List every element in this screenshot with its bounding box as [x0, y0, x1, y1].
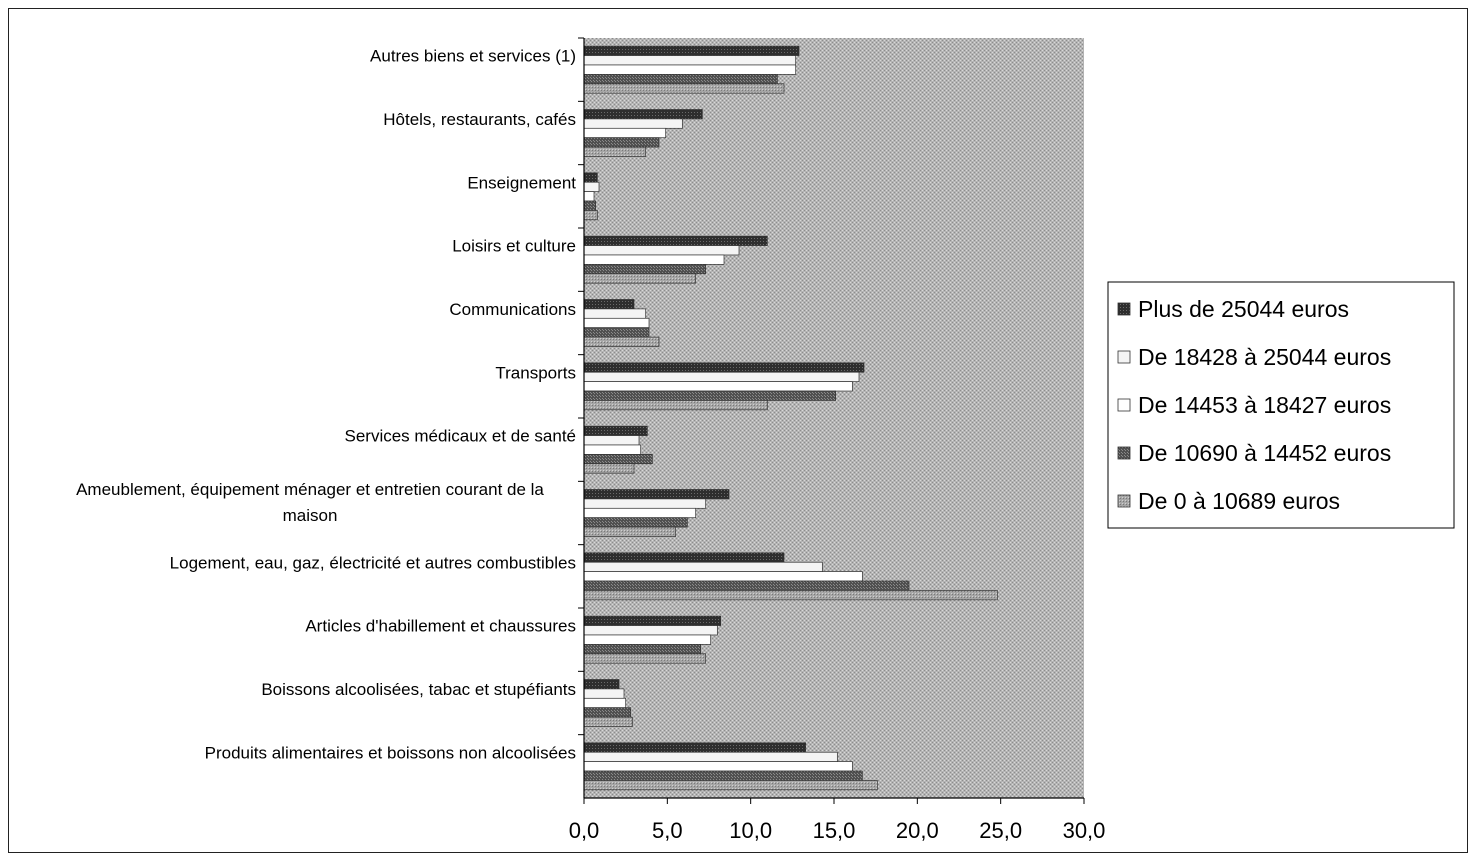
bar-de-0-a-10689-euros-enseignement	[583, 210, 598, 221]
category-label-ameublement-equipement-menager: Ameublement, équipement ménager et entre…	[76, 480, 544, 525]
x-tick-label: 20,0	[896, 818, 939, 843]
bar-de-18428-a-25044-euros-logement-eau-gaz-electri	[583, 561, 823, 572]
bar-plus-de-25044-euros-autres-biens-et-services	[583, 45, 800, 56]
category-label-articles-d-habillement-et-chau: Articles d'habillement et chaussures	[305, 617, 576, 636]
bar-plus-de-25044-euros-communications	[583, 299, 635, 310]
bar-de-0-a-10689-euros-hotels-restaurants-cafes	[583, 146, 647, 157]
category-label-enseignement: Enseignement	[467, 173, 576, 192]
legend-label-de-10690-a-14452-euros: De 10690 à 14452 euros	[1138, 440, 1391, 466]
x-tick-label: 0,0	[569, 818, 600, 843]
legend-label-de-0-a-10689-euros: De 0 à 10689 euros	[1138, 488, 1340, 514]
legend-swatch-plus-de-25044-euros	[1117, 302, 1131, 316]
bar-de-0-a-10689-euros-autres-biens-et-services	[583, 83, 785, 94]
bar-de-0-a-10689-euros-boissons-alcoolisees-tab	[583, 716, 633, 727]
bar-de-14453-a-18427-euros-autres-biens-et-services	[583, 64, 797, 75]
bar-de-10690-a-14452-euros-hotels-restaurants-cafes	[583, 137, 660, 148]
category-label-services-medicaux-et-de-sante: Services médicaux et de santé	[344, 427, 576, 446]
bar-de-0-a-10689-euros-transports	[583, 400, 768, 411]
legend-swatch-de-10690-a-14452-euros	[1117, 446, 1131, 460]
bar-de-10690-a-14452-euros-logement-eau-gaz-electri	[583, 580, 910, 591]
legend-swatch-de-0-a-10689-euros	[1117, 494, 1131, 508]
x-tick-label: 5,0	[652, 818, 683, 843]
bar-plus-de-25044-euros-services-medicaux-et-de-	[583, 425, 648, 436]
bar-de-10690-a-14452-euros-boissons-alcoolisees-tab	[583, 707, 632, 718]
bar-de-18428-a-25044-euros-autres-biens-et-services	[583, 55, 797, 66]
bar-de-18428-a-25044-euros-boissons-alcoolisees-tab	[583, 688, 625, 699]
bars-layer	[583, 45, 998, 791]
bar-plus-de-25044-euros-enseignement	[583, 172, 598, 183]
bar-de-18428-a-25044-euros-enseignement	[583, 181, 600, 192]
category-label-communications: Communications	[449, 300, 576, 319]
bar-de-18428-a-25044-euros-articles-d-habillement-e	[583, 625, 718, 636]
bar-plus-de-25044-euros-articles-d-habillement-e	[583, 615, 722, 626]
x-tick-label: 30,0	[1063, 818, 1106, 843]
category-label-autres-biens-et-services-1: Autres biens et services (1)	[370, 47, 576, 66]
category-label-loisirs-et-culture: Loisirs et culture	[452, 237, 576, 256]
legend: Plus de 25044 euros De 18428 à 25044 euro…	[1107, 281, 1455, 529]
category-label-logement-eau-gaz-electricite-e: Logement, eau, gaz, électricité et autre…	[170, 553, 576, 572]
bar-de-14453-a-18427-euros-enseignement	[583, 191, 595, 202]
bar-de-10690-a-14452-euros-articles-d-habillement-e	[583, 644, 702, 655]
bar-de-18428-a-25044-euros-produits-alimentaires-et	[583, 751, 838, 762]
bar-de-14453-a-18427-euros-transports	[583, 381, 853, 392]
bar-de-18428-a-25044-euros-loisirs-et-culture	[583, 245, 740, 256]
bar-de-14453-a-18427-euros-articles-d-habillement-e	[583, 634, 712, 645]
x-tick-label: 15,0	[813, 818, 856, 843]
x-tick-label: 25,0	[979, 818, 1022, 843]
bar-de-18428-a-25044-euros-communications	[583, 308, 647, 319]
bar-de-14453-a-18427-euros-loisirs-et-culture	[583, 254, 725, 265]
bar-de-10690-a-14452-euros-services-medicaux-et-de-	[583, 454, 653, 465]
bar-de-18428-a-25044-euros-services-medicaux-et-de-	[583, 435, 640, 446]
bar-plus-de-25044-euros-loisirs-et-culture	[583, 235, 768, 246]
x-tick-label: 10,0	[729, 818, 772, 843]
bar-de-14453-a-18427-euros-logement-eau-gaz-electri	[583, 571, 863, 582]
bar-de-0-a-10689-euros-logement-eau-gaz-electri	[583, 590, 998, 601]
axis-layer: 0,0 5,0 10,0 15,0 20,0 25,0 30,0	[569, 37, 1106, 843]
bar-plus-de-25044-euros-ameublement-equipement-m	[583, 489, 730, 500]
bar-plus-de-25044-euros-produits-alimentaires-et	[583, 742, 807, 753]
bar-de-14453-a-18427-euros-produits-alimentaires-et	[583, 761, 853, 772]
bar-de-18428-a-25044-euros-transports	[583, 371, 860, 382]
bar-de-14453-a-18427-euros-hotels-restaurants-cafes	[583, 127, 667, 139]
legend-swatch-de-18428-a-25044-euros	[1117, 350, 1131, 364]
bar-de-0-a-10689-euros-loisirs-et-culture	[583, 273, 697, 284]
bar-de-14453-a-18427-euros-ameublement-equipement-m	[583, 507, 697, 519]
plot-area	[584, 38, 1084, 798]
legend-box	[1107, 281, 1455, 529]
category-label-boissons-alcoolisees-tabac-et-: Boissons alcoolisées, tabac et stupéfian…	[261, 680, 576, 699]
bar-plus-de-25044-euros-boissons-alcoolisees-tab	[583, 679, 620, 690]
bar-de-10690-a-14452-euros-ameublement-equipement-m	[583, 517, 688, 528]
bar-de-14453-a-18427-euros-services-medicaux-et-de-	[583, 444, 642, 455]
bar-de-18428-a-25044-euros-hotels-restaurants-cafes	[583, 118, 683, 129]
legend-label-de-18428-a-25044-euros: De 18428 à 25044 euros	[1138, 344, 1391, 370]
bar-de-0-a-10689-euros-produits-alimentaires-et	[583, 780, 878, 791]
bar-de-0-a-10689-euros-ameublement-equipement-m	[583, 526, 677, 537]
category-labels: Autres biens et services (1) Hôtels, rest…	[76, 47, 576, 763]
bar-plus-de-25044-euros-transports	[583, 362, 865, 373]
category-label-hotels-restaurants-cafes: Hôtels, restaurants, cafés	[383, 110, 576, 129]
bar-de-0-a-10689-euros-communications	[583, 336, 660, 347]
bar-plus-de-25044-euros-logement-eau-gaz-electri	[583, 552, 785, 563]
bar-de-10690-a-14452-euros-loisirs-et-culture	[583, 264, 707, 275]
bar-de-10690-a-14452-euros-communications	[583, 327, 650, 338]
bar-de-10690-a-14452-euros-autres-biens-et-services	[583, 74, 778, 85]
category-label-transports: Transports	[495, 363, 576, 382]
legend-label-de-14453-a-18427-euros: De 14453 à 18427 euros	[1138, 392, 1391, 418]
bar-de-18428-a-25044-euros-ameublement-equipement-m	[583, 498, 707, 509]
bar-de-10690-a-14452-euros-produits-alimentaires-et	[583, 770, 863, 781]
bar-de-10690-a-14452-euros-transports	[583, 390, 837, 401]
bar-de-14453-a-18427-euros-boissons-alcoolisees-tab	[583, 697, 627, 709]
legend-swatch-de-14453-a-18427-euros	[1117, 398, 1131, 412]
bar-de-14453-a-18427-euros-communications	[583, 317, 650, 329]
legend-label-plus-de-25044-euros: Plus de 25044 euros	[1138, 296, 1349, 322]
bar-de-10690-a-14452-euros-enseignement	[583, 200, 597, 211]
bar-plus-de-25044-euros-hotels-restaurants-cafes	[583, 109, 703, 120]
category-label-produits-alimentaires-et-boiss: Produits alimentaires et boissons non al…	[205, 743, 576, 762]
bar-de-0-a-10689-euros-articles-d-habillement-e	[583, 653, 707, 664]
bar-de-0-a-10689-euros-services-medicaux-et-de-	[583, 463, 635, 474]
